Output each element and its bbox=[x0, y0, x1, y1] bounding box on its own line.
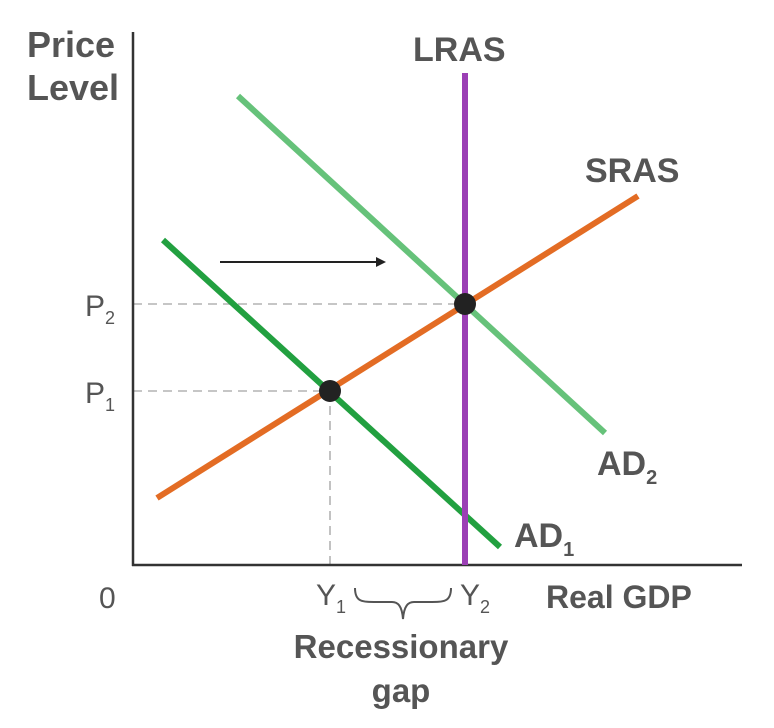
ad2-curve bbox=[235, 93, 608, 436]
y2-label: Y2 bbox=[460, 579, 490, 617]
p2-label: P2 bbox=[85, 290, 115, 328]
equilibrium-point-2 bbox=[454, 293, 476, 315]
gap-label-line1: Recessionary bbox=[294, 628, 509, 665]
x-axis-label: Real GDP bbox=[546, 579, 692, 615]
sras-label: SRAS bbox=[585, 152, 679, 190]
ad2-label: AD2 bbox=[597, 445, 657, 489]
equilibrium-point-1 bbox=[319, 380, 341, 402]
origin-label: 0 bbox=[99, 582, 116, 615]
y-axis-label-line2: Level bbox=[27, 67, 119, 108]
lras-label: LRAS bbox=[413, 31, 506, 69]
curly-brace-icon bbox=[354, 587, 452, 620]
y-axis-label-line1: Price bbox=[27, 24, 115, 65]
p1-label: P1 bbox=[85, 377, 115, 415]
ad1-label: AD1 bbox=[514, 517, 574, 561]
y1-label: Y1 bbox=[316, 579, 346, 617]
gap-label-line2: gap bbox=[372, 672, 431, 709]
sras-curve bbox=[155, 193, 640, 501]
